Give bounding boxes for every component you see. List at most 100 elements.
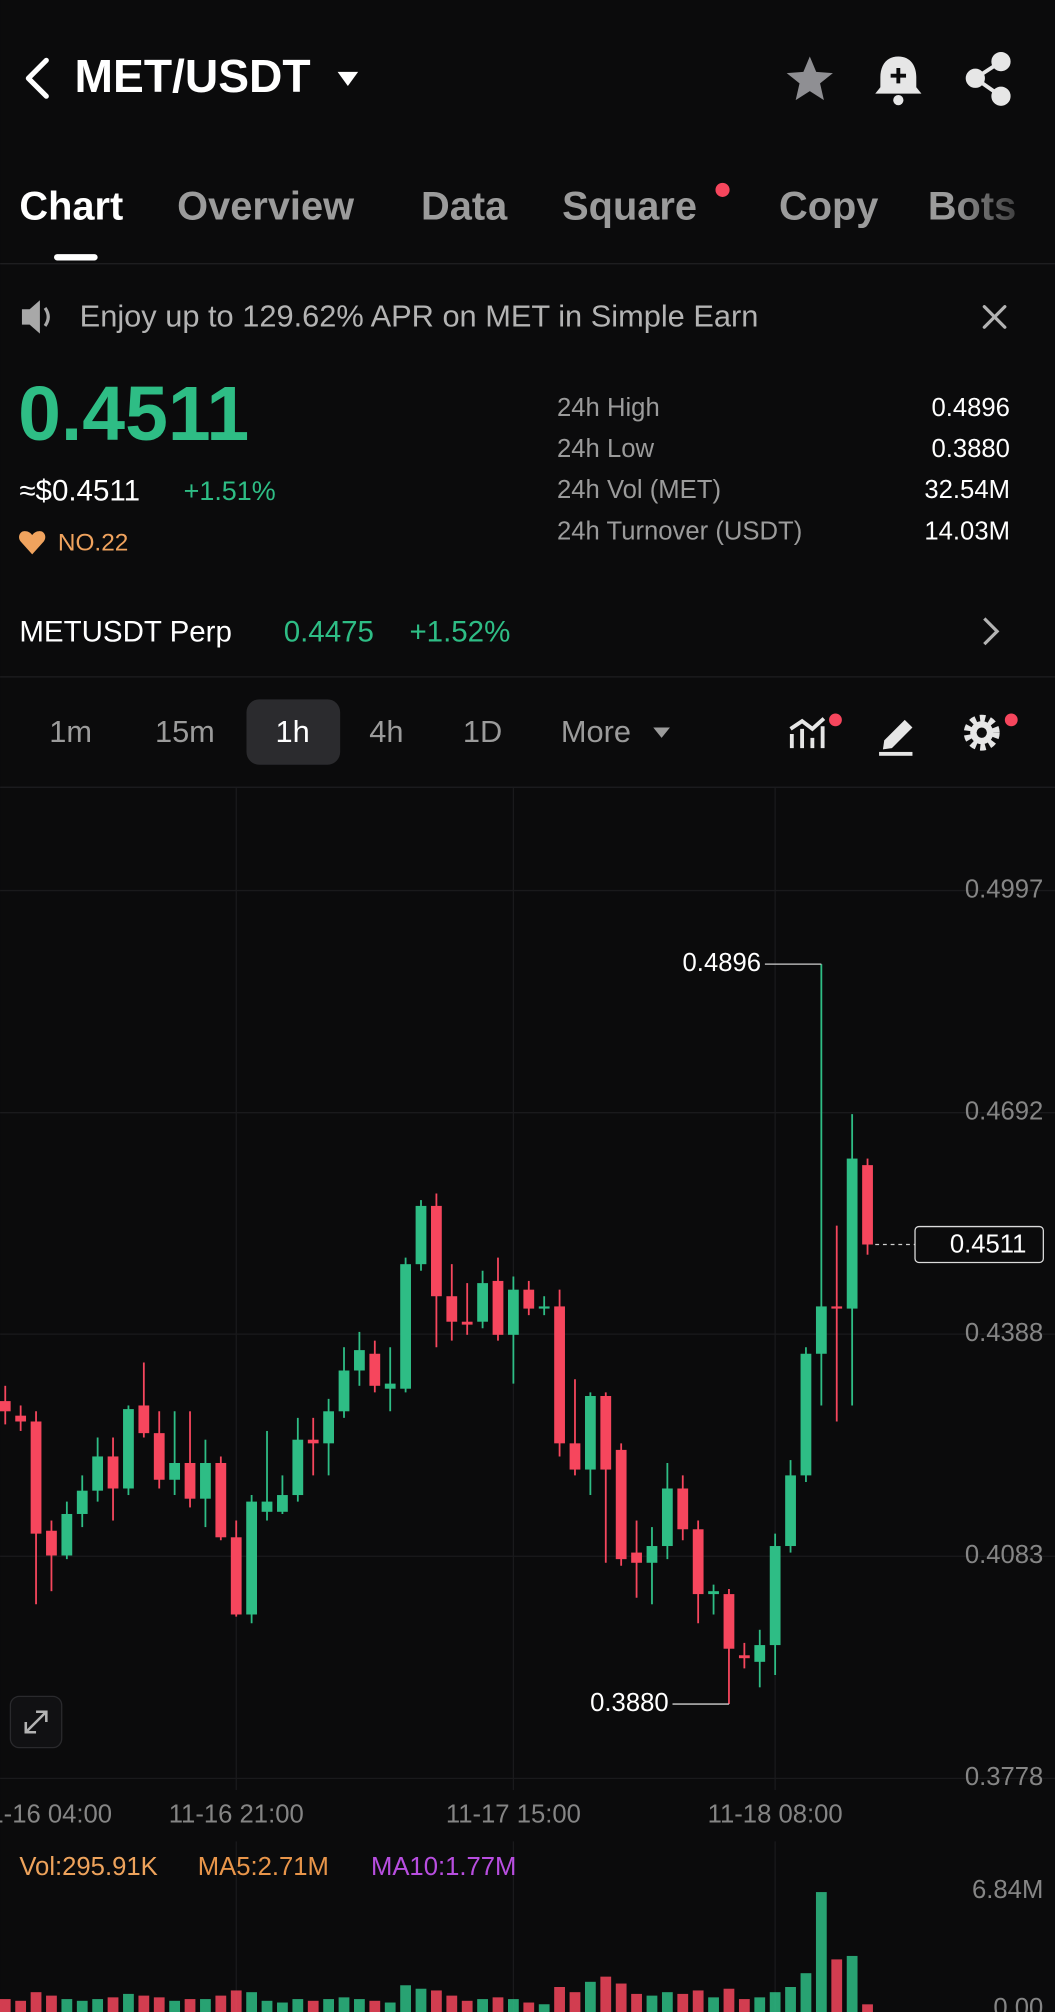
perp-arrow[interactable]: [983, 617, 1000, 646]
banner-text[interactable]: Enjoy up to 129.62% APR on MET in Simple…: [80, 298, 759, 333]
perp-price: 0.4475: [284, 616, 374, 649]
tab-fade: [949, 166, 1055, 244]
candle-body: [431, 1205, 442, 1297]
x-tick-label: 11-18 08:00: [708, 1800, 843, 1828]
candle-body: [692, 1529, 704, 1595]
stat-value: 14.03M: [924, 517, 1010, 545]
volume-bar: [584, 1981, 596, 2012]
volume-bar: [708, 1997, 719, 2012]
interval[interactable]: 15m: [155, 714, 215, 749]
candle-body: [15, 1415, 27, 1422]
pair-title[interactable]: MET/USDT: [75, 50, 311, 102]
low-marker-label: 0.3880: [590, 1689, 668, 1717]
candle-body: [615, 1449, 627, 1560]
indicator-icon[interactable]: [789, 717, 826, 749]
candle-body: [338, 1370, 350, 1412]
draw-icon[interactable]: [879, 719, 913, 756]
candle-body: [323, 1411, 334, 1444]
candle-body: [246, 1501, 258, 1615]
tab[interactable]: Copy: [779, 185, 878, 229]
volume-legend: MA5:2.71M: [198, 1853, 329, 1881]
interval[interactable]: More: [561, 714, 631, 749]
notification-dot: [1004, 713, 1018, 727]
y-tick-label: 0.4083: [965, 1541, 1043, 1569]
candle-body: [30, 1421, 42, 1534]
alert-icon[interactable]: [875, 56, 922, 106]
interval[interactable]: 1h: [276, 714, 310, 749]
volume-bar: [538, 2004, 550, 2012]
candle-body: [46, 1530, 57, 1556]
candle-body: [169, 1463, 181, 1480]
candle-body: [261, 1501, 273, 1512]
volume-bar: [230, 1990, 242, 2012]
candle-body: [677, 1488, 689, 1530]
candle-body: [307, 1439, 319, 1444]
notification-dot: [715, 182, 730, 197]
back-button[interactable]: [25, 57, 49, 99]
volume-bar: [631, 1993, 642, 2012]
candle-body: [415, 1205, 427, 1265]
volume-bar: [615, 1983, 627, 2012]
volume-bar: [415, 1988, 427, 2012]
tab[interactable]: Chart: [19, 185, 123, 229]
volume-bar: [338, 1997, 350, 2012]
candle-body: [400, 1264, 411, 1389]
perp-name[interactable]: METUSDT Perp: [19, 616, 232, 649]
interval[interactable]: 1m: [49, 714, 92, 749]
candle-body: [523, 1289, 535, 1309]
candle-body: [769, 1546, 781, 1646]
notification-dot: [829, 713, 842, 727]
volume-bar: [307, 2000, 319, 2012]
volume-legend: MA10:1.77M: [371, 1853, 516, 1881]
volume-bar: [76, 2000, 88, 2012]
candle-body: [708, 1591, 719, 1595]
rank: NO.22: [58, 529, 128, 556]
y-tick-label: 0.4388: [965, 1319, 1043, 1347]
share-icon[interactable]: [965, 51, 1011, 106]
volume-bar: [277, 2002, 288, 2012]
volume-bar: [815, 1892, 827, 2012]
candle-body: [846, 1158, 858, 1309]
volume-bar: [169, 2000, 181, 2012]
volume-bar: [831, 1959, 843, 2012]
candle-body: [107, 1456, 119, 1489]
volume-bar: [138, 1995, 150, 2012]
tab[interactable]: Data: [421, 185, 508, 229]
x-tick-label: 11-17 15:00: [446, 1800, 581, 1828]
stat-value: 32.54M: [924, 476, 1010, 504]
more-dropdown[interactable]: [653, 727, 670, 738]
volume-bar: [369, 2000, 381, 2012]
volume-bar: [261, 2000, 273, 2012]
volume-bar: [862, 2004, 873, 2012]
candle-body: [92, 1456, 104, 1491]
candle-body: [631, 1552, 642, 1563]
settings-icon[interactable]: [963, 714, 1000, 751]
volume-bar: [30, 1992, 42, 2012]
last-price-box: [914, 1225, 1044, 1264]
volume-bar: [554, 1986, 565, 2012]
candle-body: [61, 1513, 73, 1556]
candle-body: [0, 1401, 11, 1412]
candle-body: [584, 1395, 596, 1470]
favorite-icon[interactable]: [786, 56, 833, 101]
volume-bar: [0, 1999, 11, 2012]
stat-label: 24h Turnover (USDT): [557, 517, 802, 545]
volume-bar: [846, 1955, 858, 2012]
candle-body: [76, 1490, 88, 1514]
tab[interactable]: Square: [562, 185, 697, 229]
x-tick-label: 11-16 04:00: [0, 1800, 112, 1828]
pair-dropdown[interactable]: [337, 71, 359, 86]
candle-body: [569, 1443, 581, 1470]
volume-bar: [323, 1999, 334, 2012]
close-banner[interactable]: [982, 305, 1007, 329]
interval[interactable]: 4h: [369, 714, 403, 749]
interval-selected-bg: [246, 699, 341, 765]
last-price: 0.4511: [18, 371, 249, 457]
expand-button[interactable]: [9, 1695, 63, 1749]
interval[interactable]: 1D: [463, 714, 502, 749]
candle-body: [492, 1280, 504, 1335]
candle-body: [123, 1409, 134, 1489]
last-price-label: 0.4511: [950, 1231, 1027, 1259]
usd-price: ≈$0.4511: [19, 475, 140, 508]
tab[interactable]: Overview: [177, 185, 355, 229]
